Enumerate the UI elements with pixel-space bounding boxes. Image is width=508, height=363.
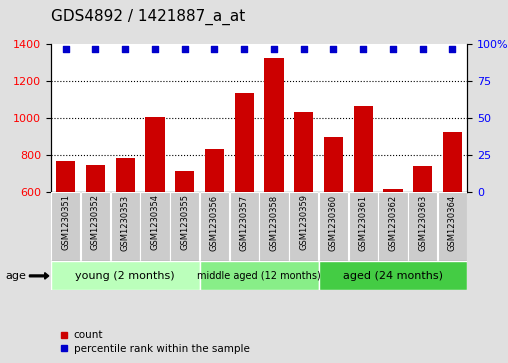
Point	[329, 46, 337, 52]
Bar	[81, 192, 110, 261]
Text: GSM1230363: GSM1230363	[418, 195, 427, 251]
Bar	[170, 192, 199, 261]
Bar	[319, 261, 467, 290]
Text: GSM1230360: GSM1230360	[329, 195, 338, 250]
Text: GSM1230352: GSM1230352	[91, 195, 100, 250]
Text: GSM1230364: GSM1230364	[448, 195, 457, 250]
Text: GSM1230358: GSM1230358	[269, 195, 278, 250]
Point	[389, 46, 397, 52]
Text: young (2 months): young (2 months)	[75, 271, 175, 281]
Bar	[384, 189, 403, 192]
Text: GSM1230355: GSM1230355	[180, 195, 189, 250]
Bar	[200, 192, 229, 261]
Bar	[230, 192, 259, 261]
Point	[210, 46, 218, 52]
Text: GSM1230351: GSM1230351	[61, 195, 70, 250]
Text: GSM1230359: GSM1230359	[299, 195, 308, 250]
Bar	[200, 261, 319, 290]
Bar	[413, 166, 432, 192]
Text: age: age	[5, 271, 26, 281]
Bar	[348, 192, 378, 261]
Text: GSM1230356: GSM1230356	[210, 195, 219, 250]
Bar	[378, 192, 407, 261]
Bar	[115, 158, 135, 192]
Bar	[56, 161, 75, 192]
Bar	[235, 93, 254, 192]
Point	[359, 46, 367, 52]
Bar	[319, 192, 348, 261]
Bar	[111, 192, 140, 261]
Point	[240, 46, 248, 52]
Point	[91, 46, 100, 52]
Text: GDS4892 / 1421887_a_at: GDS4892 / 1421887_a_at	[51, 9, 245, 25]
Text: GSM1230361: GSM1230361	[359, 195, 368, 250]
Bar	[175, 171, 195, 192]
Point	[121, 46, 129, 52]
Bar	[260, 192, 289, 261]
Legend: count, percentile rank within the sample: count, percentile rank within the sample	[56, 326, 254, 358]
Text: aged (24 months): aged (24 months)	[343, 271, 443, 281]
Bar	[294, 112, 313, 192]
Point	[61, 46, 70, 52]
Bar	[443, 132, 462, 192]
Text: GSM1230362: GSM1230362	[389, 195, 397, 250]
Point	[300, 46, 308, 52]
Text: middle aged (12 months): middle aged (12 months)	[197, 271, 321, 281]
Bar	[51, 192, 80, 261]
Bar	[205, 149, 224, 192]
Point	[270, 46, 278, 52]
Bar	[264, 58, 283, 192]
Bar	[140, 192, 170, 261]
Bar	[324, 137, 343, 192]
Point	[419, 46, 427, 52]
Bar	[51, 261, 200, 290]
Text: GSM1230354: GSM1230354	[150, 195, 160, 250]
Point	[151, 46, 159, 52]
Bar	[86, 165, 105, 192]
Point	[181, 46, 189, 52]
Bar	[289, 192, 319, 261]
Text: GSM1230357: GSM1230357	[240, 195, 249, 250]
Bar	[354, 106, 373, 192]
Bar	[438, 192, 467, 261]
Bar	[145, 117, 165, 192]
Point	[449, 46, 457, 52]
Bar	[408, 192, 437, 261]
Text: GSM1230353: GSM1230353	[121, 195, 130, 250]
